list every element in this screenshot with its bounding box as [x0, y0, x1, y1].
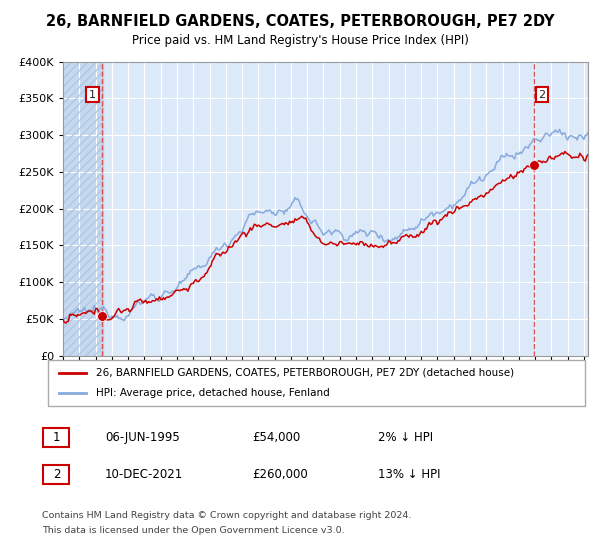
Text: HPI: Average price, detached house, Fenland: HPI: Average price, detached house, Fenl… [97, 388, 330, 398]
Bar [63, 62, 103, 356]
Text: 06-JUN-1995: 06-JUN-1995 [105, 431, 180, 445]
Bar [63, 62, 103, 356]
Text: £260,000: £260,000 [252, 468, 308, 481]
Text: Price paid vs. HM Land Registry's House Price Index (HPI): Price paid vs. HM Land Registry's House … [131, 34, 469, 47]
Text: 10-DEC-2021: 10-DEC-2021 [105, 468, 183, 481]
Text: £54,000: £54,000 [252, 431, 300, 445]
Text: This data is licensed under the Open Government Licence v3.0.: This data is licensed under the Open Gov… [42, 526, 344, 535]
Text: 1: 1 [53, 431, 60, 445]
Text: 26, BARNFIELD GARDENS, COATES, PETERBOROUGH, PE7 2DY: 26, BARNFIELD GARDENS, COATES, PETERBORO… [46, 14, 554, 29]
Text: Contains HM Land Registry data © Crown copyright and database right 2024.: Contains HM Land Registry data © Crown c… [42, 511, 412, 520]
Text: 2% ↓ HPI: 2% ↓ HPI [378, 431, 433, 445]
Text: 13% ↓ HPI: 13% ↓ HPI [378, 468, 440, 481]
Text: 1: 1 [89, 90, 96, 100]
Text: 2: 2 [538, 90, 545, 100]
Text: 26, BARNFIELD GARDENS, COATES, PETERBOROUGH, PE7 2DY (detached house): 26, BARNFIELD GARDENS, COATES, PETERBORO… [97, 368, 514, 378]
Text: 2: 2 [53, 468, 60, 481]
